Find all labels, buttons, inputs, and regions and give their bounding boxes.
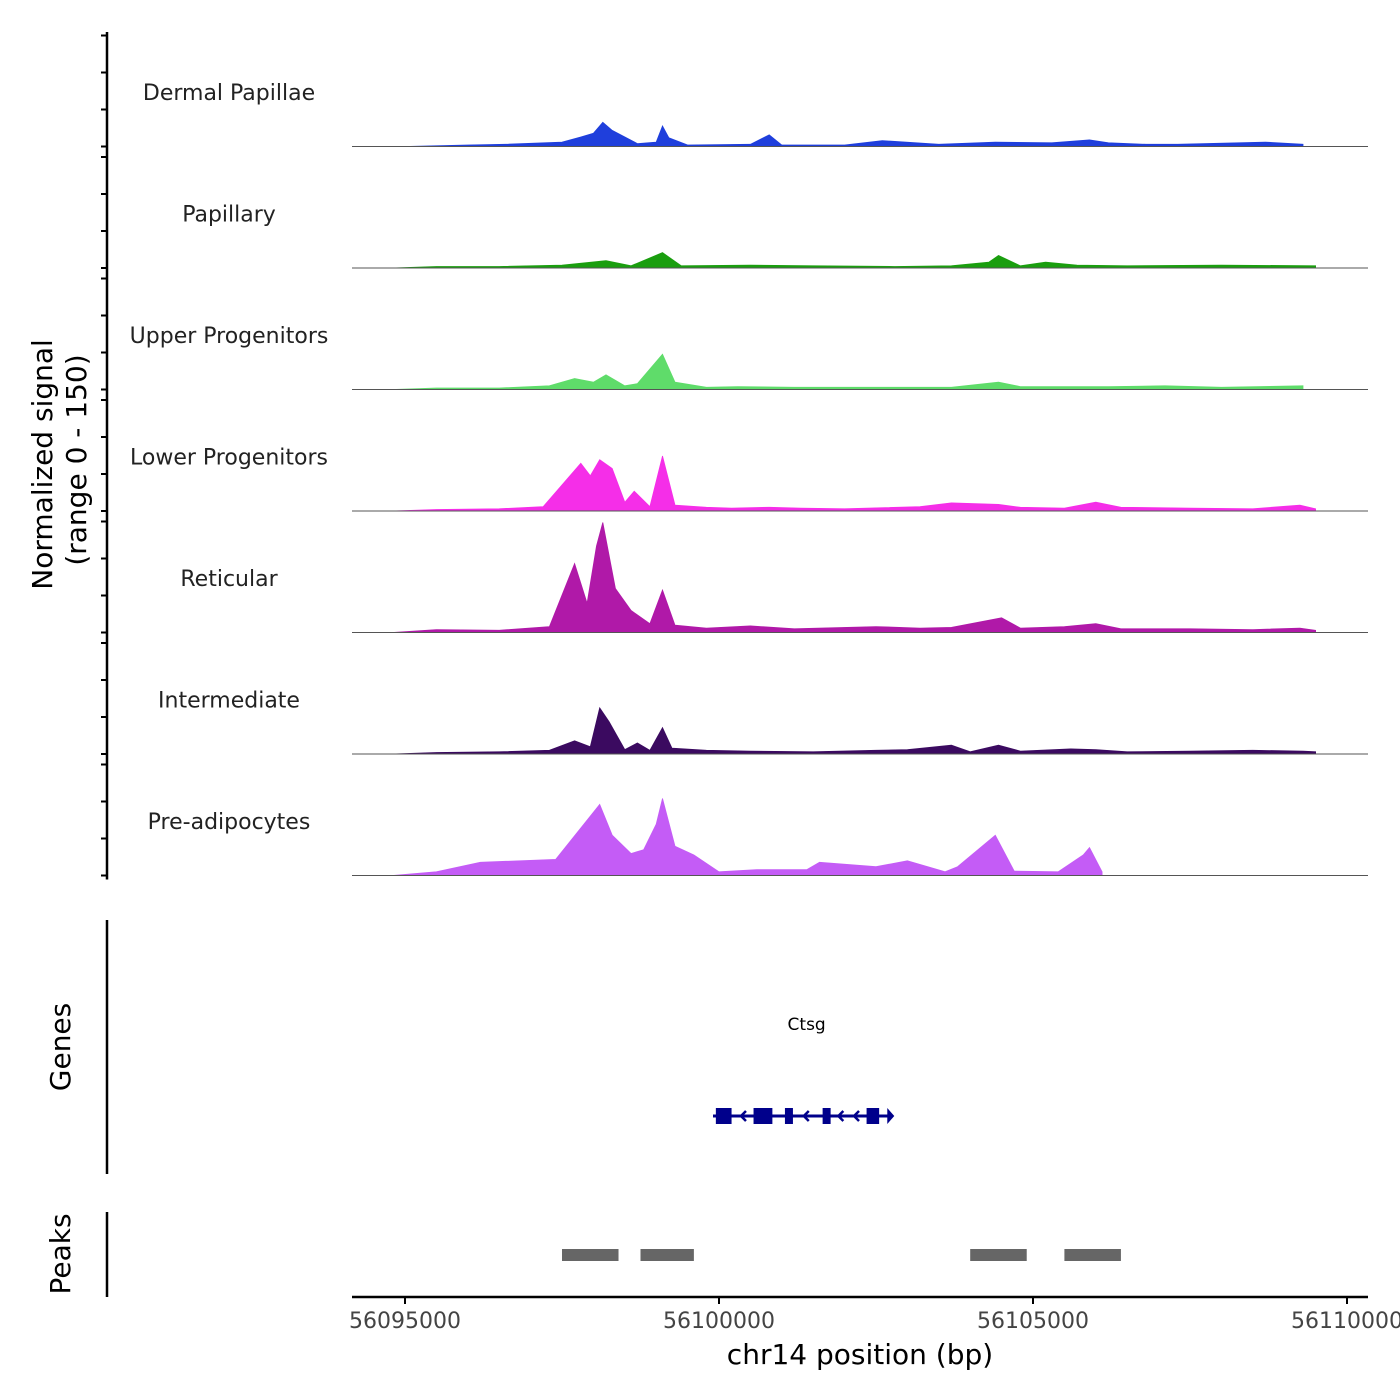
signal-area — [392, 706, 1316, 755]
track-label: Upper Progenitors — [130, 324, 329, 349]
gene-exon — [866, 1108, 880, 1124]
peak-track — [562, 1249, 1121, 1261]
track-label: Reticular — [180, 567, 278, 592]
signal-track-reticular: Reticular — [180, 522, 1368, 633]
signal-y-axis-title-line1: Normalized signal — [26, 339, 59, 590]
peak-region — [970, 1249, 1027, 1261]
signal-track-pre-adipocytes: Pre-adipocytes — [148, 798, 1368, 876]
x-tick-label: 56095000 — [349, 1309, 461, 1334]
x-tick-label: 56110000 — [1291, 1309, 1400, 1334]
signal-track-dermal-papillae: Dermal Papillae — [143, 81, 1368, 147]
gene-model: Ctsg — [713, 1015, 895, 1124]
signal-track-upper-progenitors: Upper Progenitors — [130, 324, 1368, 390]
track-label: Pre-adipocytes — [148, 810, 311, 835]
signal-track-lower-progenitors: Lower Progenitors — [130, 446, 1368, 512]
gene-exon — [822, 1108, 831, 1124]
signal-area — [392, 252, 1316, 269]
peaks-axis-title: Peaks — [44, 1213, 77, 1294]
track-label: Dermal Papillae — [143, 81, 315, 106]
signal-area — [392, 353, 1304, 390]
genes-axis-title: Genes — [44, 1003, 77, 1091]
strand-arrow — [852, 1110, 860, 1122]
track-label: Lower Progenitors — [130, 446, 328, 471]
strand-arrow — [739, 1110, 747, 1122]
gene-exon — [784, 1108, 793, 1124]
gene-end-cap — [887, 1108, 895, 1124]
signal-area — [404, 121, 1304, 147]
strand-arrow — [802, 1110, 810, 1122]
gene-name-label: Ctsg — [788, 1015, 826, 1035]
gene-exon — [715, 1108, 732, 1124]
peak-region — [640, 1249, 694, 1261]
signal-y-axis-title-line2: (range 0 - 150) — [60, 354, 93, 565]
signal-track-papillary: Papillary — [182, 203, 1368, 269]
peak-region — [1064, 1249, 1121, 1261]
signal-y-axis — [101, 32, 109, 880]
signal-y-axis-title: Normalized signal (range 0 - 150) — [26, 330, 93, 589]
track-label: Papillary — [182, 203, 276, 228]
x-axis: 56095000 56100000 56105000 56110000 — [349, 1295, 1400, 1334]
signal-area — [392, 455, 1316, 512]
x-tick-label: 56100000 — [663, 1309, 775, 1334]
signal-area — [392, 522, 1316, 633]
gene-exon — [753, 1108, 773, 1124]
signal-tracks: Dermal Papillae Papillary Upper Progenitor… — [130, 81, 1368, 876]
gene-track: Ctsg — [713, 1015, 895, 1124]
peak-region — [562, 1249, 619, 1261]
track-label: Intermediate — [158, 689, 300, 714]
x-tick-label: 56105000 — [977, 1309, 1089, 1334]
x-axis-title: chr14 position (bp) — [727, 1338, 993, 1371]
signal-track-intermediate: Intermediate — [158, 689, 1368, 755]
signal-area — [392, 798, 1103, 876]
strand-arrow — [836, 1110, 845, 1122]
